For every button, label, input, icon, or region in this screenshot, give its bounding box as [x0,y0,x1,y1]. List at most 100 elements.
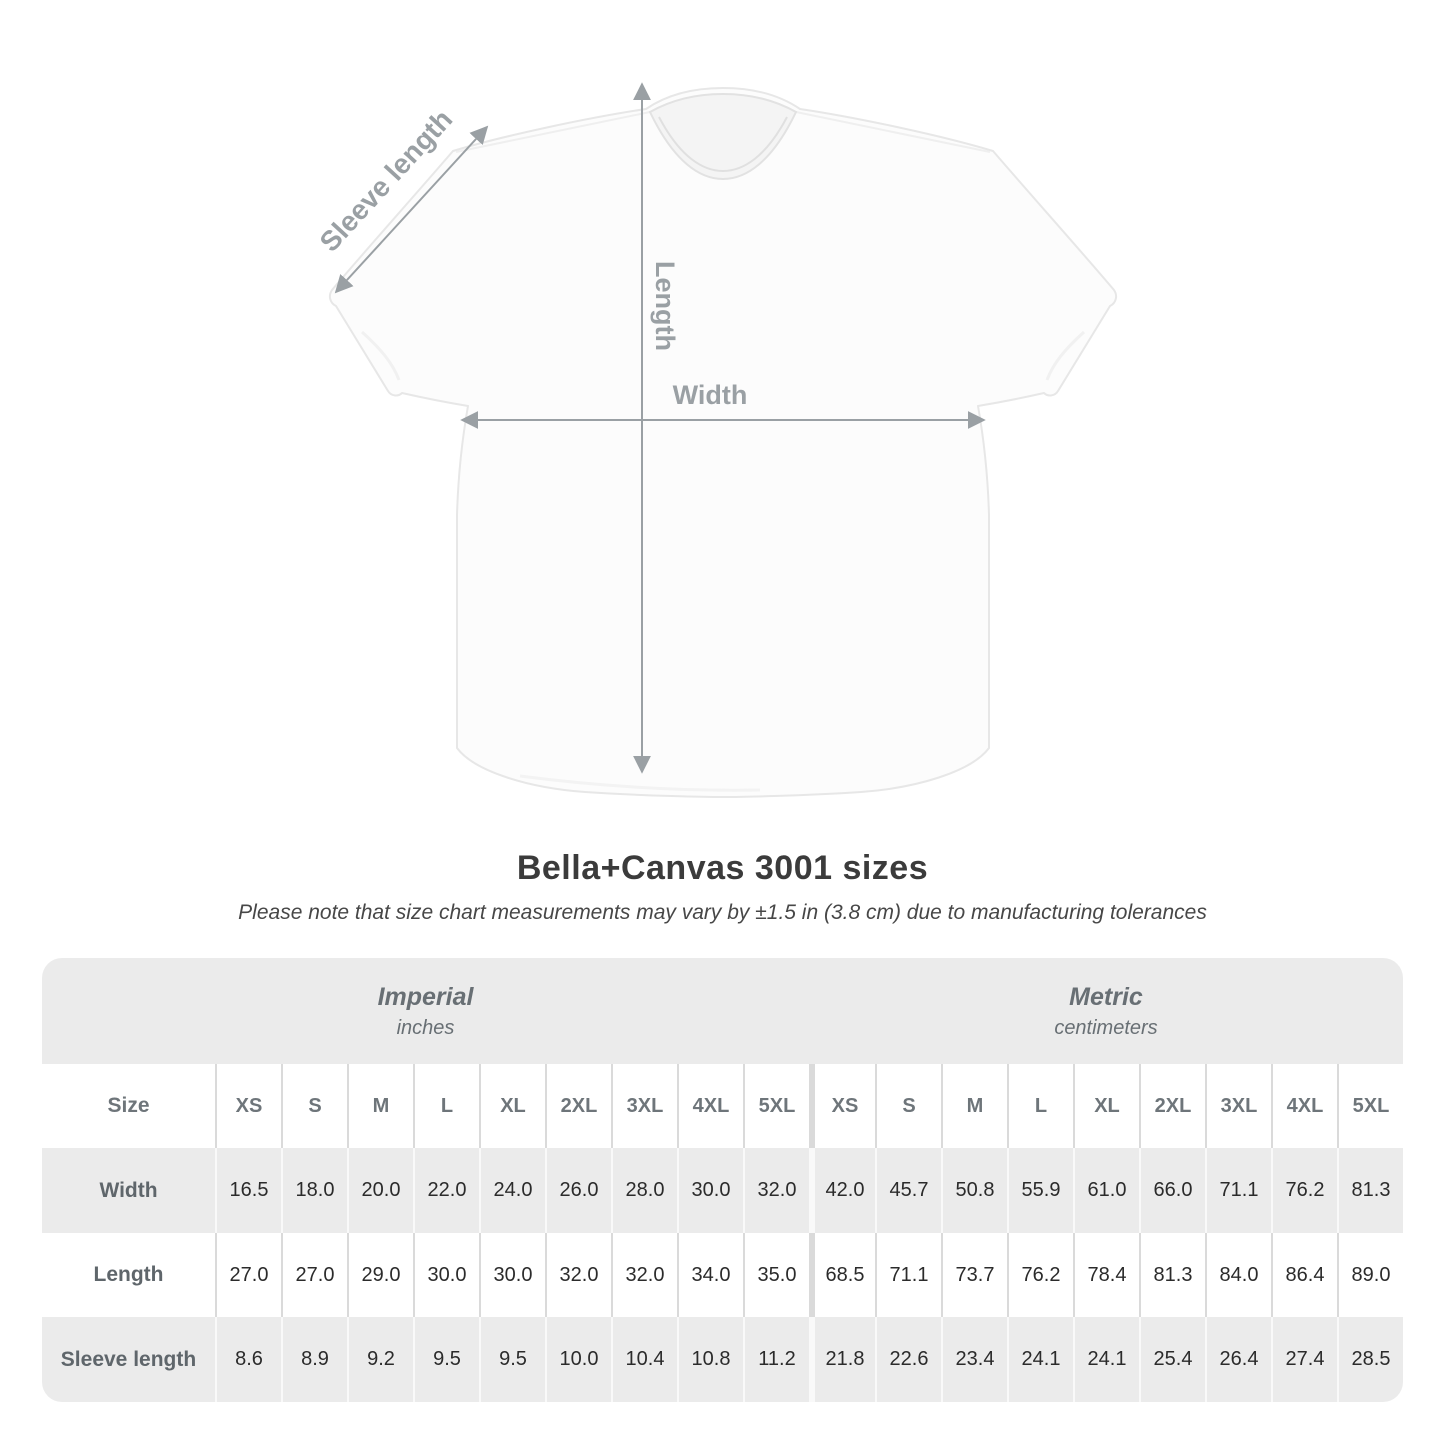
page-title: Bella+Canvas 3001 sizes [516,849,929,887]
column-header-imperial-2xl: 2XL [545,1064,611,1148]
table-row-width: Width 16.5 18.0 20.0 22.0 24.0 26.0 28.0… [42,1148,1403,1233]
column-header-metric-3xl: 3XL [1205,1064,1271,1148]
table-row-sleeve-length: Sleeve length 8.6 8.9 9.2 9.5 9.5 10.0 1… [42,1317,1403,1402]
width-label: Width [673,380,748,410]
unit-group-imperial: Imperial inches [42,958,809,1064]
value-cell: 28.5 [1337,1317,1403,1402]
column-header-metric-xl: XL [1073,1064,1139,1148]
value-cell: 71.1 [875,1233,941,1317]
column-header-metric-xs: XS [809,1064,875,1148]
tshirt-collar [648,92,798,181]
column-header-imperial-xl: XL [479,1064,545,1148]
value-cell: 50.8 [941,1148,1007,1233]
table-header-row: Size XS S M L XL 2XL 3XL 4XL 5XL XS S M … [42,1064,1403,1148]
value-cell: 27.0 [215,1233,281,1317]
tshirt-measurement-diagram: Sleeve length Length Width [314,82,1118,798]
value-cell: 27.0 [281,1233,347,1317]
group-title-imperial: Imperial [377,982,474,1011]
value-cell: 24.0 [479,1148,545,1233]
collar-ribbing [658,116,788,173]
value-cell: 11.2 [743,1317,809,1402]
shoulder-seam-left [455,111,651,153]
value-cell: 71.1 [1205,1148,1271,1233]
value-cell: 35.0 [743,1233,809,1317]
value-cell: 78.4 [1073,1233,1139,1317]
column-header-imperial-l: L [413,1064,479,1148]
value-cell: 73.7 [941,1233,1007,1317]
sleeve-length-arrow [334,125,489,294]
value-cell: 24.1 [1007,1317,1073,1402]
value-cell: 10.0 [545,1317,611,1402]
value-cell: 10.8 [677,1317,743,1402]
value-cell: 86.4 [1271,1233,1337,1317]
value-cell: 22.6 [875,1317,941,1402]
hem-crease [519,774,761,792]
value-cell: 9.2 [347,1317,413,1402]
value-cell: 8.9 [281,1317,347,1402]
unit-group-metric: Metric centimeters [809,958,1403,1064]
value-cell: 84.0 [1205,1233,1271,1317]
column-header-imperial-3xl: 3XL [611,1064,677,1148]
value-cell: 29.0 [347,1233,413,1317]
value-cell: 23.4 [941,1317,1007,1402]
value-cell: 89.0 [1337,1233,1403,1317]
value-cell: 68.5 [809,1233,875,1317]
column-header-metric-4xl: 4XL [1271,1064,1337,1148]
column-header-metric-5xl: 5XL [1337,1064,1403,1148]
value-cell: 55.9 [1007,1148,1073,1233]
value-cell: 22.0 [413,1148,479,1233]
value-cell: 28.0 [611,1148,677,1233]
value-cell: 9.5 [413,1317,479,1402]
value-cell: 18.0 [281,1148,347,1233]
value-cell: 42.0 [809,1148,875,1233]
value-cell: 26.4 [1205,1317,1271,1402]
value-cell: 61.0 [1073,1148,1139,1233]
value-cell: 25.4 [1139,1317,1205,1402]
value-cell: 81.3 [1139,1233,1205,1317]
group-title-metric: Metric [1069,982,1143,1011]
value-cell: 8.6 [215,1317,281,1402]
sleeve-crease-left [360,330,401,381]
column-header-metric-m: M [941,1064,1007,1148]
row-label-length: Length [93,1263,164,1286]
value-cell: 30.0 [677,1148,743,1233]
tshirt-outline [328,87,1118,798]
column-header-size: Size [107,1094,150,1117]
value-cell: 9.5 [479,1317,545,1402]
column-header-metric-2xl: 2XL [1139,1064,1205,1148]
value-cell: 32.0 [743,1148,809,1233]
value-cell: 32.0 [545,1233,611,1317]
value-cell: 30.0 [479,1233,545,1317]
group-unit-imperial: inches [396,1016,455,1039]
column-header-imperial-m: M [347,1064,413,1148]
row-label-width: Width [99,1178,158,1202]
value-cell: 45.7 [875,1148,941,1233]
value-cell: 76.2 [1271,1148,1337,1233]
column-header-metric-s: S [875,1064,941,1148]
column-header-imperial-4xl: 4XL [677,1064,743,1148]
value-cell: 27.4 [1271,1317,1337,1402]
column-header-metric-l: L [1007,1064,1073,1148]
group-unit-metric: centimeters [1054,1016,1158,1039]
value-cell: 26.0 [545,1148,611,1233]
table-row-length: Length 27.0 27.0 29.0 30.0 30.0 32.0 32.… [42,1233,1403,1317]
value-cell: 81.3 [1337,1148,1403,1233]
value-cell: 66.0 [1139,1148,1205,1233]
column-header-imperial-xs: XS [215,1064,281,1148]
shoulder-seam-right [795,111,991,153]
column-header-imperial-5xl: 5XL [743,1064,809,1148]
value-cell: 10.4 [611,1317,677,1402]
value-cell: 21.8 [809,1317,875,1402]
value-cell: 34.0 [677,1233,743,1317]
value-cell: 76.2 [1007,1233,1073,1317]
value-cell: 30.0 [413,1233,479,1317]
value-cell: 16.5 [215,1148,281,1233]
tolerance-note: Please note that size chart measurements… [238,901,1207,924]
length-label: Length [650,261,680,351]
sleeve-crease-right [1045,330,1086,381]
column-header-imperial-s: S [281,1064,347,1148]
size-table: Imperial inches Metric centimeters Size … [42,958,1403,1402]
row-label-sleeve-length: Sleeve length [60,1347,197,1371]
value-cell: 32.0 [611,1233,677,1317]
